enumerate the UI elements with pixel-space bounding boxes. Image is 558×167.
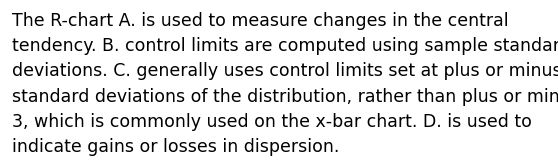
Text: The R-chart A. is used to measure changes in the central
tendency. B. control li: The R-chart A. is used to measure change… bbox=[12, 12, 558, 156]
